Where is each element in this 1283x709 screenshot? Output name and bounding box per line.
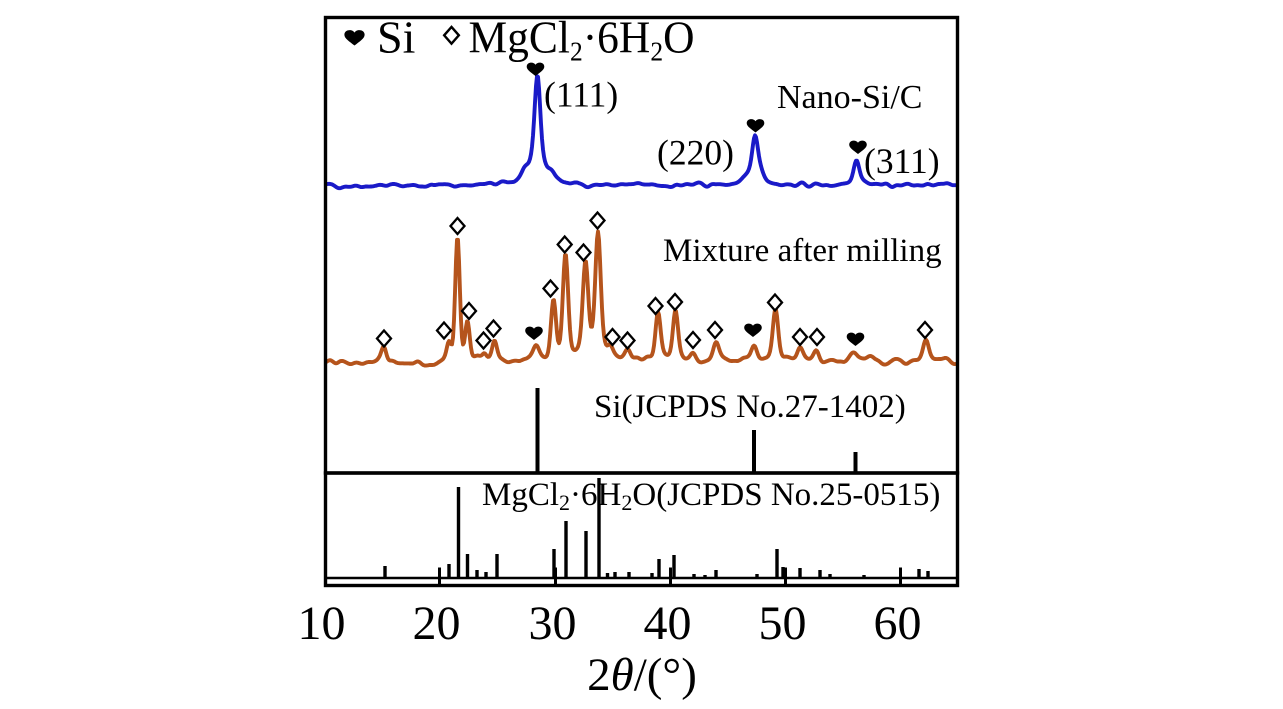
svg-text:20: 20 [413,597,461,650]
svg-text:50: 50 [759,597,807,650]
svg-text:30: 30 [529,597,577,650]
svg-text:60: 60 [874,597,922,650]
svg-text:(220): (220) [657,133,734,173]
svg-text:(111): (111) [544,75,618,115]
svg-text:MgCl2·6H2O(JCPDS No.25-0515): MgCl2·6H2O(JCPDS No.25-0515) [482,477,940,515]
svg-text:Si(JCPDS No.27-1402): Si(JCPDS No.27-1402) [594,389,906,425]
svg-text:(311): (311) [864,141,940,181]
svg-text:40: 40 [644,597,692,650]
svg-text:2θ/(°): 2θ/(°) [587,649,697,701]
svg-text:Si: Si [377,12,415,63]
svg-text:10: 10 [298,597,346,650]
svg-text:Nano-Si/C: Nano-Si/C [777,79,922,116]
svg-text:Mixture after milling: Mixture after milling [663,233,942,269]
